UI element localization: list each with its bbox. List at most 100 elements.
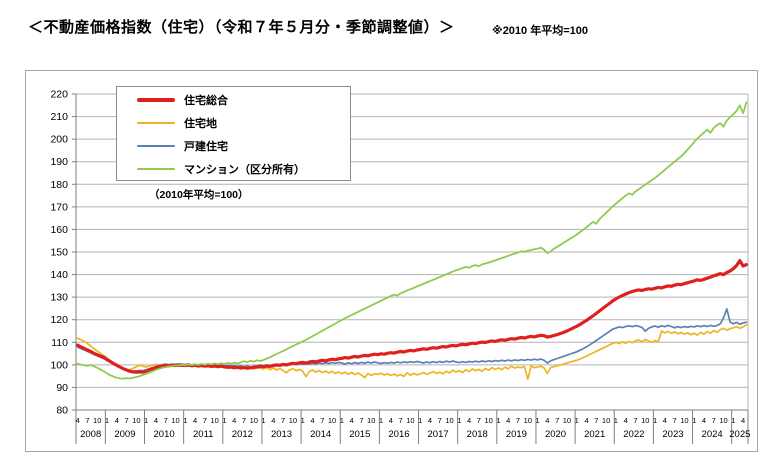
x-year-label-2009: 2009 [114, 429, 135, 440]
legend-base-note: （2010年平均=100） [149, 189, 249, 201]
x-month-label: 7 [555, 416, 559, 425]
x-month-label: 7 [398, 416, 402, 425]
x-month-label: 7 [124, 416, 128, 425]
y-axis-label-140: 140 [50, 269, 68, 281]
x-month-label: 10 [250, 416, 258, 425]
x-month-label: 10 [641, 416, 649, 425]
y-axis-label-170: 170 [50, 201, 68, 213]
x-month-label: 4 [663, 416, 667, 425]
x-month-label: 4 [467, 416, 471, 425]
legend-label: 住宅地 [184, 118, 217, 130]
x-month-label: 1 [575, 416, 579, 425]
base-year-note: ※2010 年平均=100 [492, 25, 588, 37]
y-axis-label-190: 190 [50, 156, 68, 168]
x-month-label: 4 [115, 416, 119, 425]
x-month-label: 1 [731, 416, 735, 425]
x-year-label-2019: 2019 [506, 429, 527, 440]
x-month-label: 1 [340, 416, 344, 425]
x-year-label-2010: 2010 [154, 429, 175, 440]
y-axis-label-80: 80 [56, 405, 68, 417]
legend-label: マンション（区分所有） [184, 164, 305, 176]
x-month-label: 7 [320, 416, 324, 425]
x-year-label-2011: 2011 [193, 429, 213, 440]
x-month-label: 1 [144, 416, 148, 425]
x-month-label: 7 [164, 416, 168, 425]
chart-legend: 住宅総合 住宅地 戸建住宅 マンション（区分所有） [116, 86, 351, 181]
x-month-label: 7 [673, 416, 677, 425]
y-axis-label-160: 160 [50, 224, 68, 236]
x-month-label: 10 [719, 416, 727, 425]
x-month-label: 1 [457, 416, 461, 425]
page-title: ＜不動産価格指数（住宅）（令和７年５月分・季節調整値）＞ [28, 19, 455, 36]
legend-item-1: 住宅地 [117, 112, 350, 135]
x-month-label: 10 [484, 416, 492, 425]
legend-swatch-icon [137, 122, 175, 124]
x-month-label: 7 [242, 416, 246, 425]
x-month-label: 4 [545, 416, 549, 425]
x-year-label-2020: 2020 [545, 429, 566, 440]
x-month-label: 7 [633, 416, 637, 425]
series-condominium [76, 101, 748, 380]
x-year-label-2016: 2016 [388, 429, 409, 440]
x-month-label: 10 [445, 416, 453, 425]
x-month-label: 10 [328, 416, 336, 425]
x-year-label-2025: 2025 [729, 429, 750, 440]
x-month-label: 1 [301, 416, 305, 425]
x-year-label-2018: 2018 [467, 429, 488, 440]
x-month-label: 10 [289, 416, 297, 425]
y-axis-label-120: 120 [50, 314, 68, 326]
legend-swatch-icon [137, 145, 175, 147]
x-month-label: 4 [154, 416, 158, 425]
x-month-label: 7 [438, 416, 442, 425]
x-month-label: 1 [222, 416, 226, 425]
legend-swatch-icon [137, 98, 175, 102]
x-month-label: 1 [183, 416, 187, 425]
chart-outer-box: 80 90 100 110 120 130 140 150 160 170 180 190 200 210… [25, 70, 758, 452]
x-month-label: 10 [406, 416, 414, 425]
x-month-label: 10 [210, 416, 218, 425]
y-axis-label-100: 100 [50, 359, 68, 371]
x-month-label: 4 [428, 416, 432, 425]
x-year-label-2023: 2023 [662, 429, 683, 440]
x-year-label-2017: 2017 [428, 429, 449, 440]
x-month-label: 7 [85, 416, 89, 425]
x-month-label: 4 [76, 416, 80, 425]
legend-item-3: マンション（区分所有） [117, 158, 350, 181]
x-month-label: 4 [232, 416, 236, 425]
x-year-label-2008: 2008 [80, 429, 101, 440]
y-axis-label-220: 220 [50, 89, 68, 101]
x-month-label: 1 [536, 416, 540, 425]
x-year-label-2014: 2014 [310, 429, 331, 440]
series-residential-total [75, 259, 749, 374]
legend-item-0: 住宅総合 [117, 89, 350, 112]
x-month-label: 10 [602, 416, 610, 425]
x-month-label: 1 [496, 416, 500, 425]
x-month-label: 4 [271, 416, 275, 425]
y-axis-label-150: 150 [50, 247, 68, 259]
x-month-label: 10 [132, 416, 140, 425]
x-month-label: 7 [594, 416, 598, 425]
x-year-label-2021: 2021 [584, 429, 605, 440]
y-axis-label-210: 210 [50, 111, 68, 123]
x-month-label: 4 [702, 416, 706, 425]
x-month-label: 1 [653, 416, 657, 425]
x-month-label: 7 [477, 416, 481, 425]
y-axis-label-130: 130 [50, 292, 68, 304]
x-month-label: 7 [712, 416, 716, 425]
y-axis-label-200: 200 [50, 134, 68, 146]
x-month-label: 10 [680, 416, 688, 425]
x-year-label-2022: 2022 [623, 429, 644, 440]
x-month-label: 4 [624, 416, 628, 425]
x-month-label: 4 [310, 416, 314, 425]
x-month-label: 4 [584, 416, 588, 425]
x-month-label: 10 [563, 416, 571, 425]
x-month-label: 1 [692, 416, 696, 425]
legend-label: 住宅総合 [184, 95, 228, 107]
x-month-label: 10 [93, 416, 101, 425]
x-month-label: 7 [516, 416, 520, 425]
x-month-label: 7 [281, 416, 285, 425]
x-year-label-2024: 2024 [702, 429, 723, 440]
x-month-label: 10 [524, 416, 532, 425]
x-month-label: 7 [359, 416, 363, 425]
